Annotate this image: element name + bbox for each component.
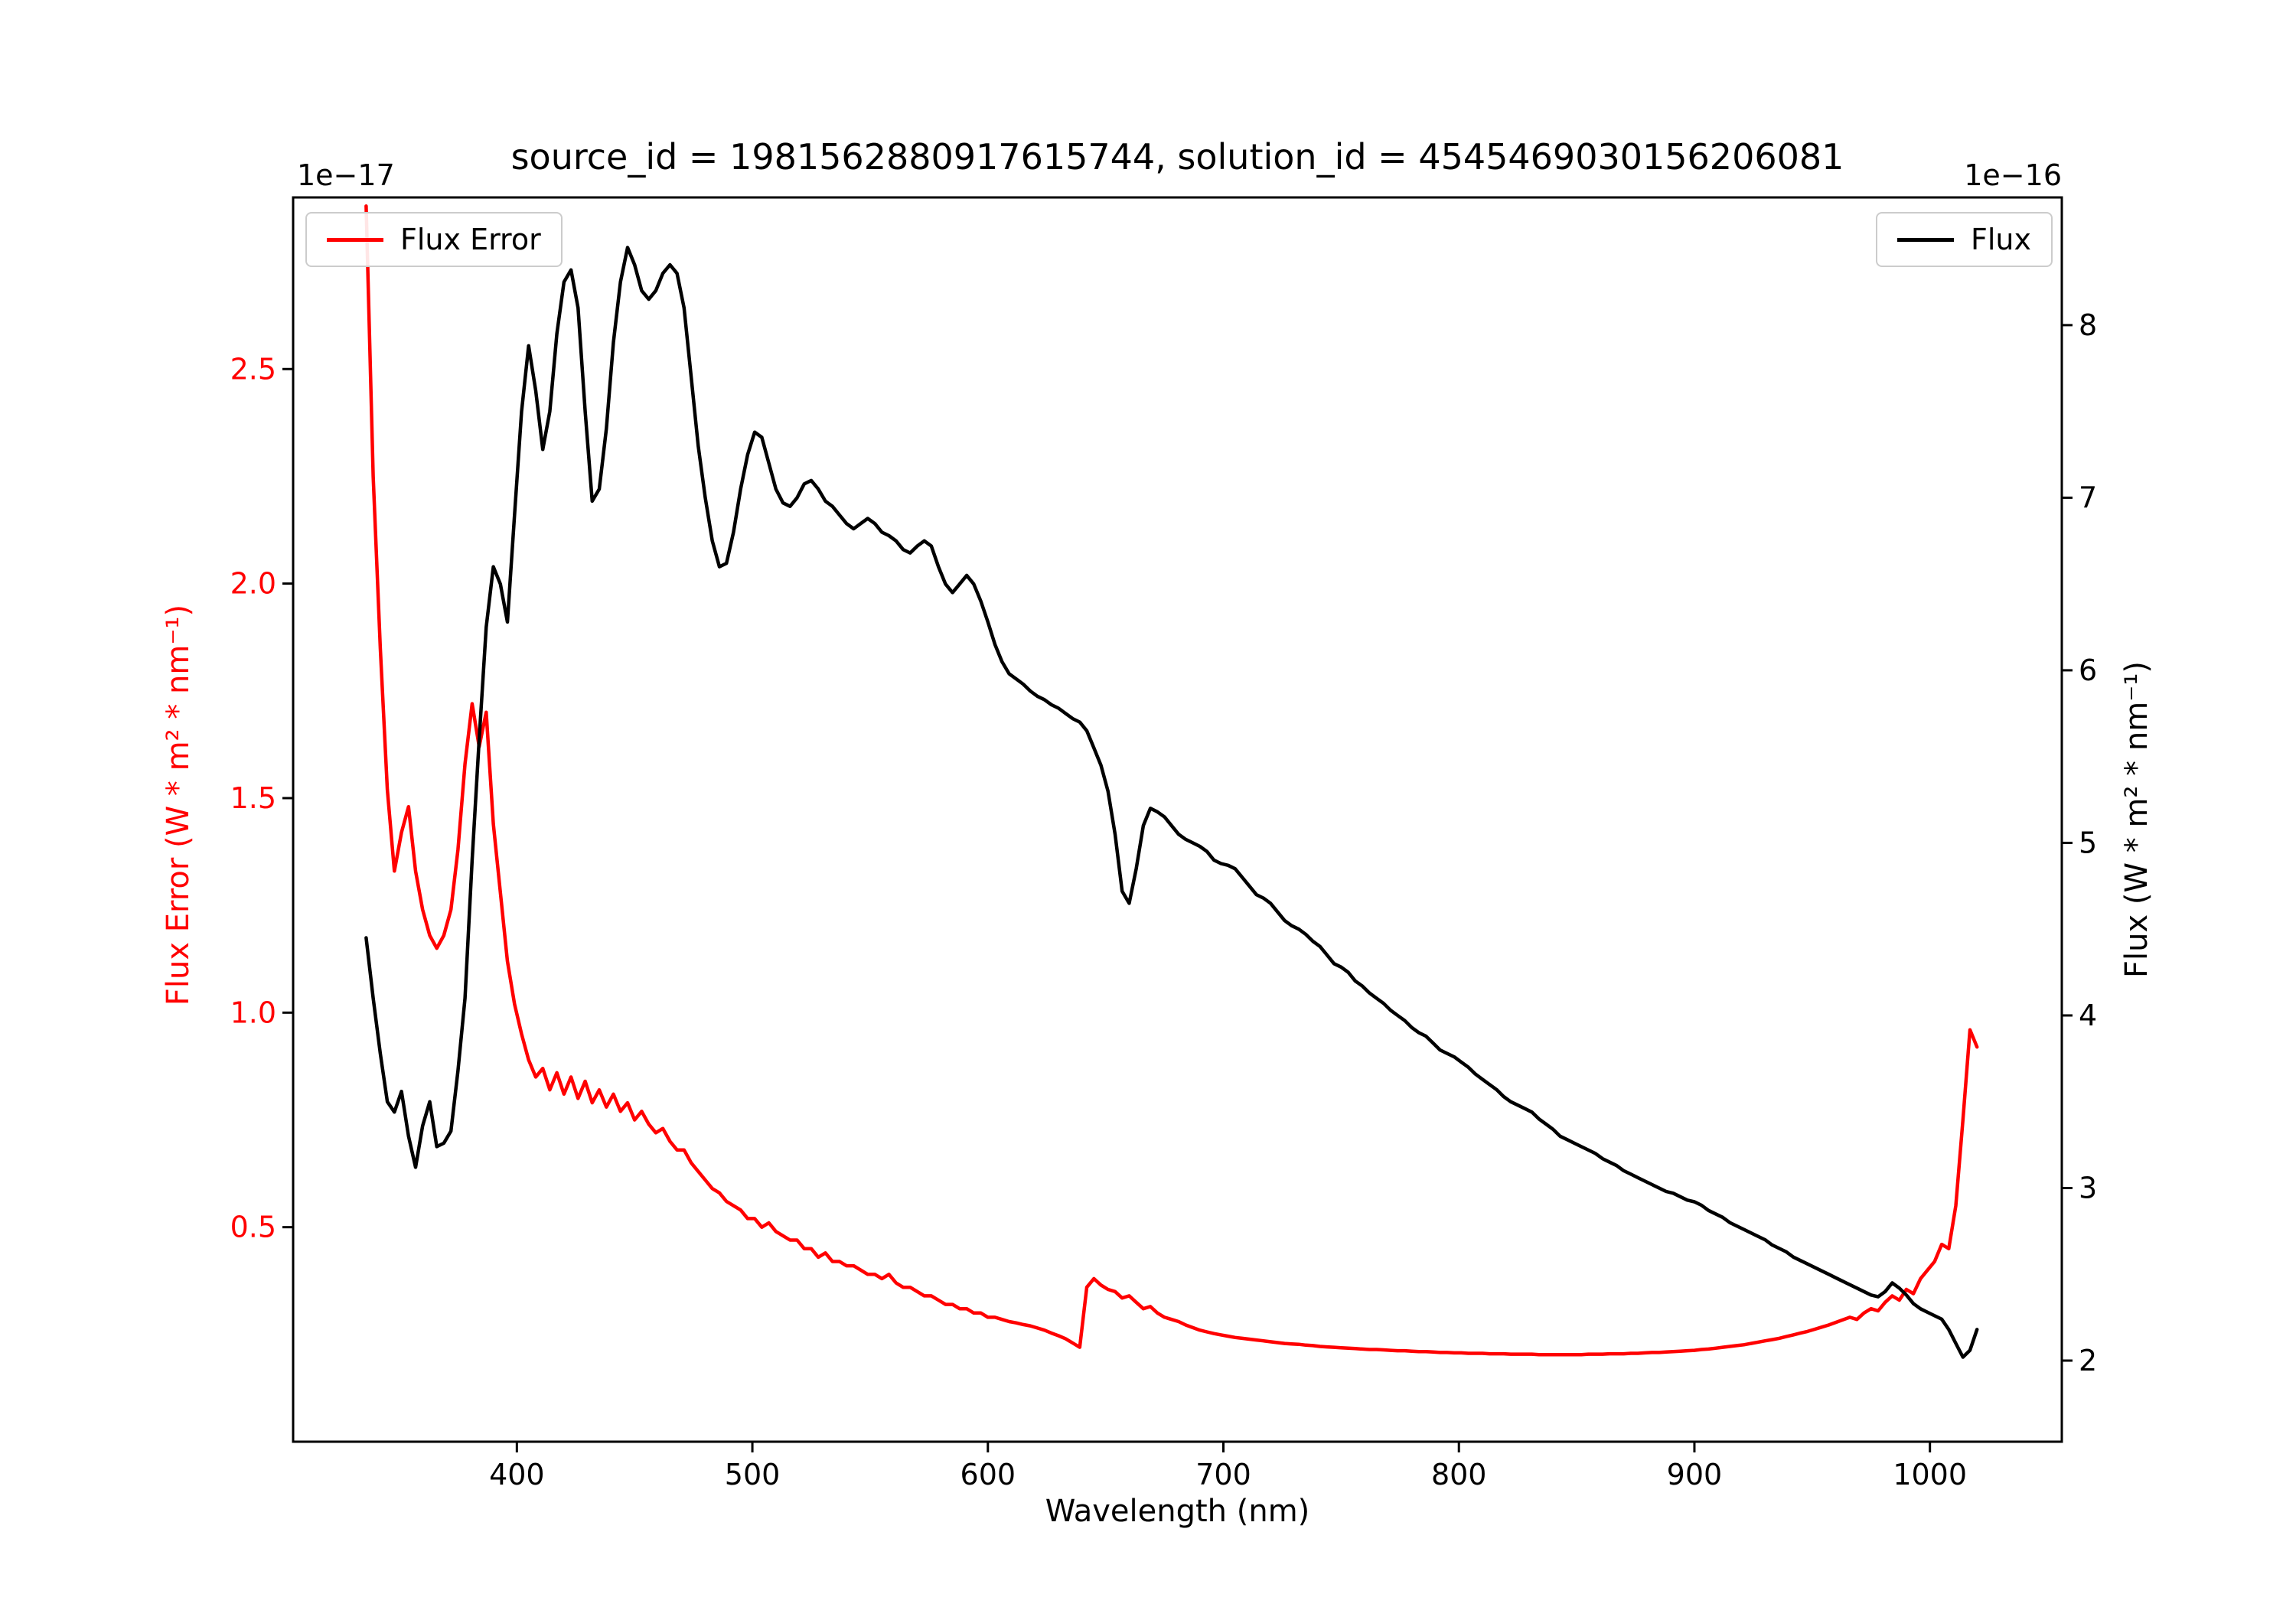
right-y-tick-label: 7 xyxy=(2079,481,2097,514)
left-y-tick-label: 1.0 xyxy=(230,996,276,1029)
x-tick-label: 500 xyxy=(725,1458,781,1491)
x-tick-label: 700 xyxy=(1195,1458,1251,1491)
left-y-tick-label: 1.5 xyxy=(230,781,276,815)
axes-spines xyxy=(292,196,2063,1443)
x-tick-label: 400 xyxy=(489,1458,545,1491)
right-y-tick-label: 4 xyxy=(2079,999,2097,1032)
x-axis-label: Wavelength (nm) xyxy=(1045,1494,1310,1529)
flux-error-legend-label: Flux Error xyxy=(400,223,541,256)
right-y-tick-label: 2 xyxy=(2079,1344,2097,1377)
flux-legend-label: Flux xyxy=(1971,223,2031,256)
x-tick-label: 900 xyxy=(1667,1458,1723,1491)
right-y-tick-label: 8 xyxy=(2079,308,2097,342)
left-y-tick-label: 0.5 xyxy=(230,1211,276,1244)
flux-error-legend-line xyxy=(327,237,383,242)
left-y-tick-label: 2.0 xyxy=(230,567,276,601)
right-axis-scale-offset: 1e−16 xyxy=(1964,158,2062,192)
left-y-tick-label: 2.5 xyxy=(230,352,276,386)
x-tick-label: 600 xyxy=(960,1458,1016,1491)
left-y-axis-label: Flux Error (W * m² * nm⁻¹) xyxy=(161,604,196,1006)
legend-flux: Flux xyxy=(1876,212,2053,267)
series-line-flux-error xyxy=(364,204,1979,1357)
series-line-flux xyxy=(364,246,1979,1359)
legend-flux-error: Flux Error xyxy=(305,212,563,267)
x-tick-label: 800 xyxy=(1431,1458,1487,1491)
right-y-tick-label: 5 xyxy=(2079,826,2097,859)
right-y-tick-label: 3 xyxy=(2079,1171,2097,1204)
right-y-tick-label: 6 xyxy=(2079,654,2097,687)
x-tick-label: 1000 xyxy=(1893,1458,1967,1491)
flux-legend-line xyxy=(1897,237,1954,242)
right-y-axis-label: Flux (W * m² * nm⁻¹) xyxy=(2119,661,2154,978)
left-axis-scale-offset: 1e−17 xyxy=(297,158,395,192)
chart-title: source_id = 1981562880917615744, solutio… xyxy=(510,136,1844,178)
